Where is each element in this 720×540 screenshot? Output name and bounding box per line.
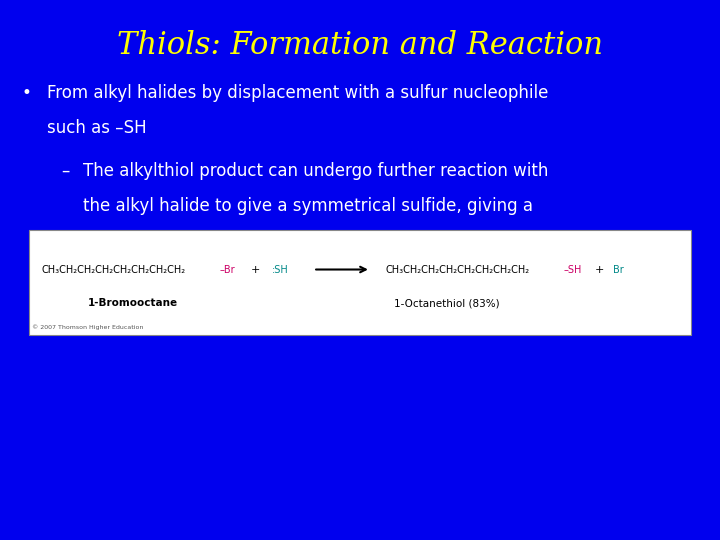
Text: poorer yield of the thiol: poorer yield of the thiol xyxy=(83,232,278,250)
Text: –SH: –SH xyxy=(564,265,582,274)
Text: the alkyl halide to give a symmetrical sulfide, giving a: the alkyl halide to give a symmetrical s… xyxy=(83,197,533,215)
Text: •: • xyxy=(22,84,32,102)
Text: 1-Octanethiol (83%): 1-Octanethiol (83%) xyxy=(394,298,499,308)
Text: such as –SH: such as –SH xyxy=(47,119,146,137)
Text: Br: Br xyxy=(613,265,624,274)
Text: –Br: –Br xyxy=(220,265,235,274)
Text: +: + xyxy=(251,265,260,274)
Text: The alkylthiol product can undergo further reaction with: The alkylthiol product can undergo furth… xyxy=(83,162,548,180)
Text: CH₃CH₂CH₂CH₂CH₂CH₂CH₂CH₂: CH₃CH₂CH₂CH₂CH₂CH₂CH₂CH₂ xyxy=(385,265,529,274)
Text: –: – xyxy=(61,162,70,180)
Text: From alkyl halides by displacement with a sulfur nucleophile: From alkyl halides by displacement with … xyxy=(47,84,548,102)
Text: Thiols: Formation and Reaction: Thiols: Formation and Reaction xyxy=(117,30,603,60)
Text: 1-Bromooctane: 1-Bromooctane xyxy=(88,298,179,308)
Text: :SH: :SH xyxy=(271,265,288,274)
FancyBboxPatch shape xyxy=(29,230,691,335)
Text: +: + xyxy=(595,265,604,274)
Text: CH₃CH₂CH₂CH₂CH₂CH₂CH₂CH₂: CH₃CH₂CH₂CH₂CH₂CH₂CH₂CH₂ xyxy=(41,265,185,274)
Text: © 2007 Thomson Higher Education: © 2007 Thomson Higher Education xyxy=(32,325,144,330)
